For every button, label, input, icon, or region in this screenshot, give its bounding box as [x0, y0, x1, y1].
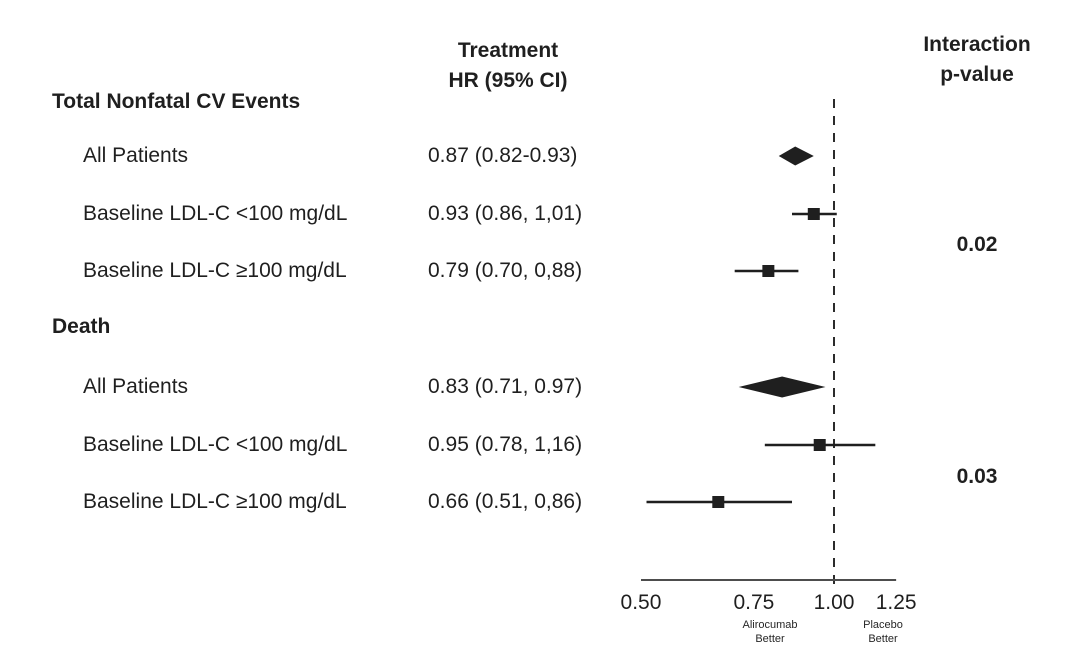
hr-value: 0.66 (0.51, 0,86): [428, 490, 583, 513]
row-label: All Patients: [83, 144, 189, 167]
right-direction-label: Placebo Better: [833, 618, 933, 646]
left-direction-label: Alirocumab Better: [713, 618, 827, 646]
row-label: All Patients: [83, 375, 189, 398]
diamond-marker: [738, 376, 826, 398]
diamond-marker: [778, 146, 814, 166]
section-label: Total Nonfatal CV Events: [52, 90, 301, 113]
hr-value: 0.87 (0.82-0.93): [428, 144, 578, 167]
row-label: Baseline LDL-C ≥100 mg/dL: [83, 490, 347, 513]
interaction-p-value: 0.02: [956, 233, 998, 256]
treatment-header-line2: HR (95% CI): [448, 69, 568, 92]
row-label: Baseline LDL-C ≥100 mg/dL: [83, 259, 347, 282]
left-direction-label-line1: Alirocumab: [742, 619, 798, 631]
treatment-column-header: Treatment HR (95% CI): [348, 36, 668, 96]
hr-value: 0.95 (0.78, 1,16): [428, 433, 583, 456]
axis-tick-label: 0.50: [620, 591, 662, 614]
axis-tick-label: 0.75: [733, 591, 775, 614]
right-direction-label-line2: Better: [868, 633, 898, 645]
row-label: Baseline LDL-C <100 mg/dL: [83, 202, 348, 225]
hr-value: 0.93 (0.86, 1,01): [428, 202, 583, 225]
square-marker: [762, 265, 775, 277]
hr-value: 0.79 (0.70, 0,88): [428, 259, 583, 282]
interaction-p-value: 0.03: [956, 465, 998, 488]
square-marker: [712, 496, 725, 508]
section-label: Death: [52, 315, 111, 338]
square-marker: [807, 208, 820, 220]
axis-tick-label: 1.00: [813, 591, 855, 614]
interaction-header-line2: p-value: [940, 63, 1014, 86]
row-label: Baseline LDL-C <100 mg/dL: [83, 433, 348, 456]
hr-value: 0.83 (0.71, 0.97): [428, 375, 583, 398]
interaction-column-header: Interaction p-value: [867, 30, 1080, 90]
treatment-header-line1: Treatment: [457, 39, 559, 62]
interaction-header-line1: Interaction: [923, 33, 1031, 56]
square-marker: [813, 439, 826, 451]
axis-tick-label: 1.25: [875, 591, 917, 614]
left-direction-label-line2: Better: [755, 633, 785, 645]
right-direction-label-line1: Placebo: [863, 619, 903, 631]
